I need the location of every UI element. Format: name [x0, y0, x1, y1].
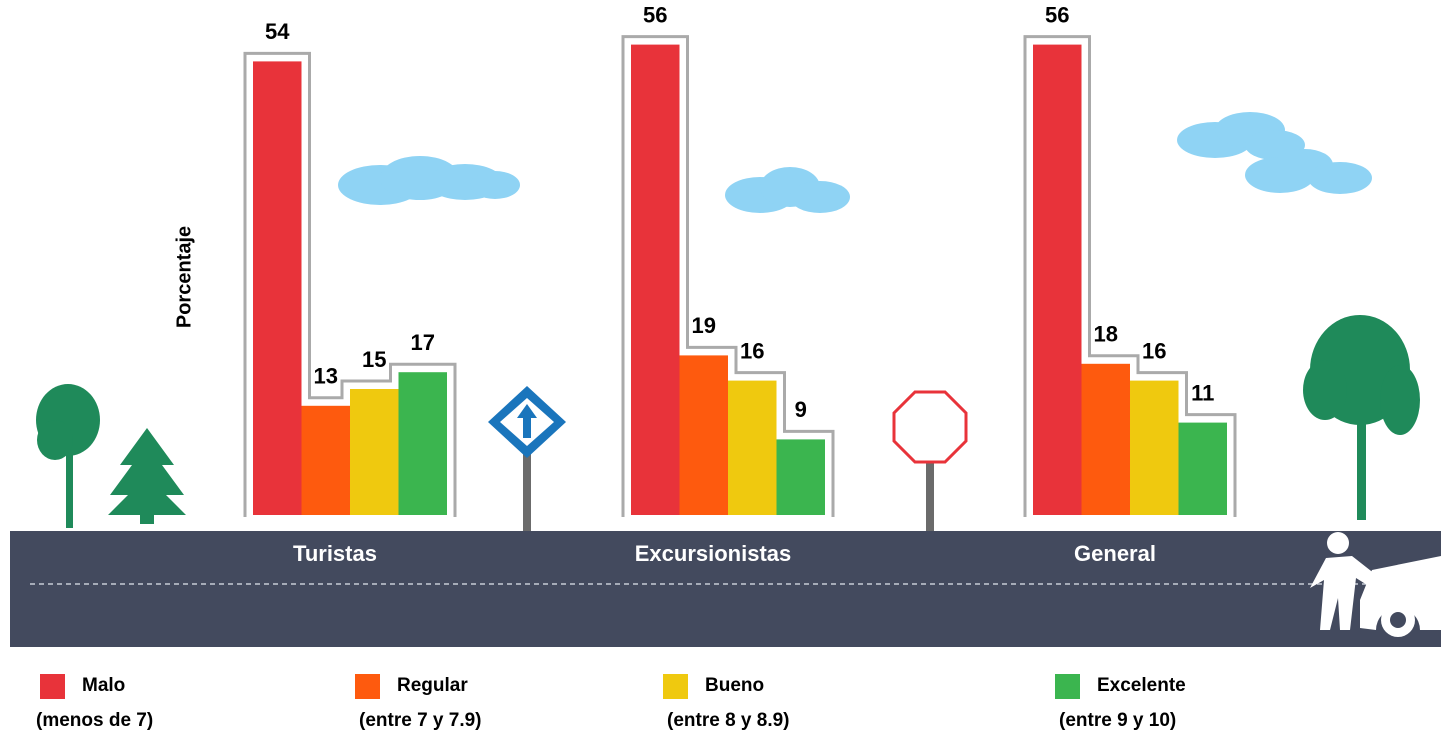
legend-label: Regular	[397, 675, 468, 696]
bar-outline	[243, 51, 457, 517]
legend-description: (entre 7 y 7.9)	[359, 710, 482, 731]
value-label: 9	[795, 397, 807, 422]
legend-swatch	[355, 674, 380, 699]
value-label: 16	[1142, 338, 1166, 363]
value-label: 13	[314, 364, 338, 389]
bar	[728, 380, 777, 515]
value-label: 16	[740, 338, 764, 363]
sign-arrow-head	[517, 404, 537, 418]
bar-outline	[1023, 35, 1237, 517]
bar	[350, 389, 399, 515]
bar	[1130, 380, 1179, 515]
value-label: 11	[1191, 380, 1214, 405]
bar	[1033, 44, 1082, 515]
value-label: 56	[1045, 2, 1069, 27]
legend-label: Excelente	[1097, 675, 1186, 696]
bar	[398, 372, 447, 515]
legend-label: Bueno	[705, 675, 764, 696]
bar	[1178, 422, 1227, 515]
legend-swatch	[40, 674, 65, 699]
bar	[1081, 363, 1130, 515]
category-label: Excursionistas	[635, 541, 792, 566]
y-axis-label: Porcentaje	[173, 226, 195, 328]
bar	[631, 44, 680, 515]
sign-arrow	[523, 416, 531, 438]
legend-description: (menos de 7)	[36, 710, 153, 731]
legend-description: (entre 9 y 10)	[1059, 710, 1176, 731]
category-label: Turistas	[293, 541, 377, 566]
value-label: 18	[1094, 322, 1118, 347]
value-label: 54	[265, 19, 290, 44]
legend-label: Malo	[82, 675, 125, 696]
sign-pole	[523, 450, 531, 531]
bar	[253, 61, 302, 516]
bar	[301, 405, 350, 515]
bar	[679, 355, 728, 515]
bar	[776, 439, 825, 515]
stop-pole	[926, 455, 934, 531]
value-label: 56	[643, 2, 667, 27]
legend-swatch	[1055, 674, 1080, 699]
category-label: General	[1074, 541, 1156, 566]
value-label: 19	[692, 313, 716, 338]
road	[10, 531, 1441, 647]
trees	[36, 315, 1420, 528]
legend-swatch	[663, 674, 688, 699]
legend-description: (entre 8 y 8.9)	[667, 710, 790, 731]
bar-outline	[621, 35, 835, 517]
value-label: 17	[411, 330, 435, 355]
mechanic	[1310, 532, 1441, 637]
value-label: 15	[362, 347, 386, 372]
stop-sign	[892, 390, 968, 464]
clouds	[338, 112, 1372, 213]
